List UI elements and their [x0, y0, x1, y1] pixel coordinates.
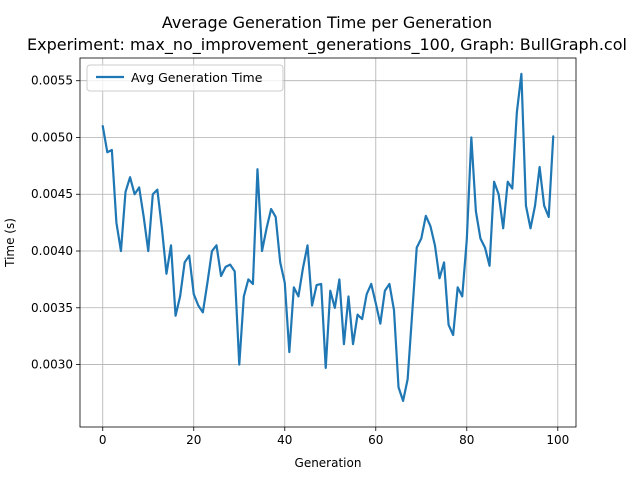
x-tick-label: 100 [546, 433, 569, 447]
y-tick-label: 0.0035 [31, 301, 73, 315]
x-tick-label: 40 [277, 433, 292, 447]
legend-label: Avg Generation Time [131, 70, 263, 85]
y-tick-label: 0.0045 [31, 187, 73, 201]
series-line-avg-generation-time [101, 72, 555, 402]
legend-box [86, 64, 284, 92]
grid [80, 58, 576, 427]
y-tick-label: 0.0050 [31, 130, 73, 144]
x-tick-label: 20 [186, 433, 201, 447]
axis-ticks: 0 20 40 60 80 100 0.0030 0.0035 0.0040 0.0045 0.00… [31, 74, 569, 447]
x-tick-label: 80 [459, 433, 474, 447]
chart-subtitle: Experiment: max_no_improvement_generatio… [27, 35, 627, 55]
x-tick-label: 0 [99, 433, 107, 447]
y-tick-label: 0.0055 [31, 74, 73, 88]
y-tick-label: 0.0030 [31, 358, 73, 372]
series-lines [101, 72, 555, 402]
legend: Avg Generation Time [86, 64, 284, 92]
y-axis-label: Time (s) [3, 218, 17, 268]
x-tick-label: 60 [368, 433, 383, 447]
x-axis-label: Generation [295, 456, 362, 470]
y-tick-label: 0.0040 [31, 244, 73, 258]
plot-frame [79, 57, 577, 428]
chart-title: Average Generation Time per Generation [162, 13, 492, 32]
